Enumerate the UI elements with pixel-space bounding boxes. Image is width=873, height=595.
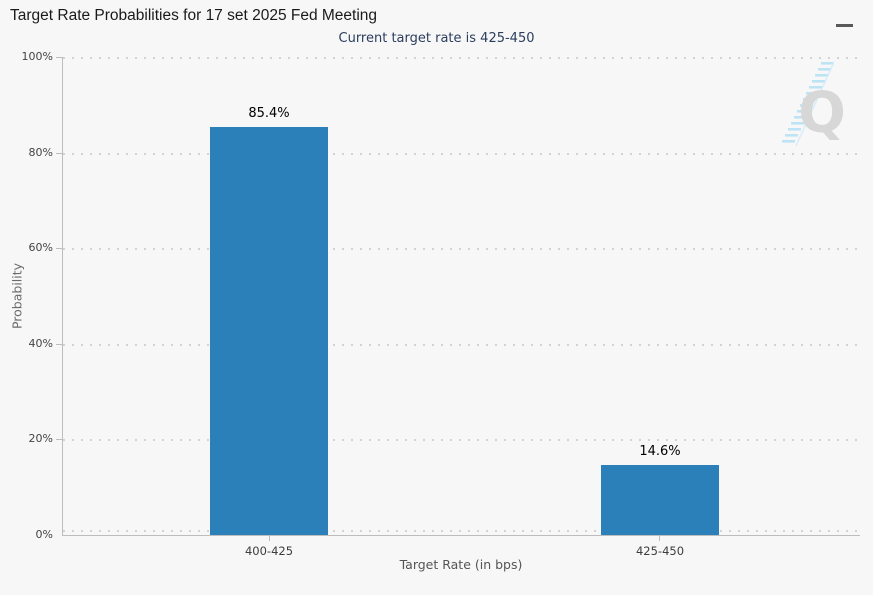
chart-subtitle: Current target rate is 425-450 — [338, 31, 535, 46]
x-tick — [659, 535, 660, 541]
plot-area: Q 100% 80% 60% 40% 20% 0% 85.4% 14.6% 40… — [22, 50, 860, 558]
x-category-label: 425-450 — [635, 544, 685, 558]
gridline-100 — [63, 57, 860, 59]
y-tick — [56, 248, 63, 250]
bar-400-425: 85.4% — [210, 106, 328, 535]
y-tick-label: 0% — [35, 528, 53, 542]
y-tick-label: 20% — [28, 432, 53, 446]
y-tick — [56, 343, 63, 345]
x-axis-title: Target Rate (in bps) — [399, 557, 523, 572]
gridline-0 — [63, 530, 860, 532]
bar-value-label: 14.6% — [639, 444, 681, 460]
y-tick-label: 80% — [28, 145, 53, 159]
y-tick — [56, 57, 63, 58]
gridline-60 — [63, 248, 860, 251]
quikstrike-q-watermark-icon: Q — [782, 61, 846, 147]
y-tick — [56, 152, 63, 154]
gridline-80 — [63, 152, 860, 155]
chart-menu-button[interactable] — [836, 9, 858, 27]
y-tick-label: 100% — [21, 50, 53, 64]
watermark-letter: Q — [798, 81, 846, 146]
y-tick — [56, 439, 63, 441]
y-tick-label: 60% — [28, 241, 53, 255]
y-axis-title: Probability — [9, 262, 25, 330]
gridline-40 — [63, 343, 860, 346]
y-tick-label: 40% — [28, 337, 53, 351]
gridline-20 — [63, 439, 860, 442]
x-category-label: 400-425 — [244, 544, 294, 558]
bar-425-450: 14.6% — [601, 444, 719, 535]
bar-value-label: 85.4% — [248, 105, 290, 121]
chart-title: Target Rate Probabilities for 17 set 202… — [10, 7, 378, 24]
x-tick — [269, 535, 270, 541]
